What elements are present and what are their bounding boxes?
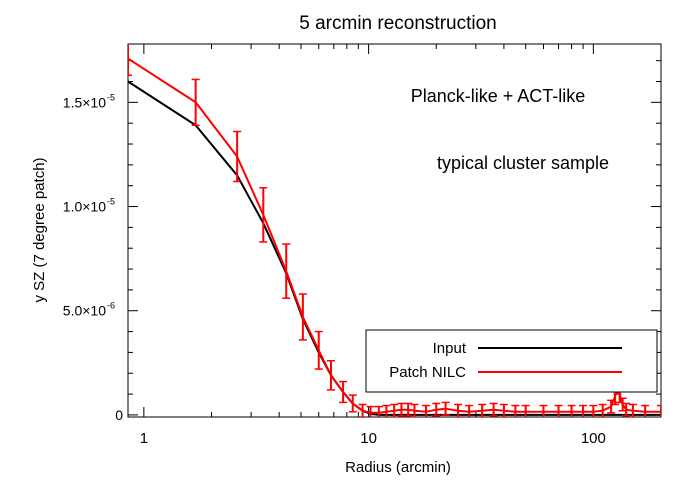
legend-box [365, 329, 658, 393]
y-axis-ticks: 05.0×10 -61.0×10 -51.5×10 -5 [63, 60, 661, 423]
chart-title: 5 arcmin reconstruction [299, 13, 496, 34]
x-tick-label: 100 [581, 430, 606, 447]
y-tick-exponent: -5 [107, 92, 115, 102]
y-axis-label: y SZ (7 degree patch) [31, 157, 48, 302]
legend-label-nilc: Patch NILC [389, 364, 466, 381]
x-tick-label: 1 [140, 430, 148, 447]
legend: Input Patch NILC [365, 329, 658, 393]
series-layer [128, 44, 661, 417]
x-axis-label: Radius (arcmin) [345, 459, 451, 476]
y-tick-label: 0 [115, 407, 123, 423]
y-tick-exponent: -6 [107, 301, 115, 311]
y-tick-label: 1.0×10 [63, 199, 106, 215]
annotation-experiments: Planck-like + ACT-like [411, 86, 586, 106]
legend-label-input: Input [433, 340, 467, 357]
y-tick-label: 1.5×10 [63, 94, 106, 110]
series-clip-group [128, 44, 661, 417]
y-tick-exponent: -5 [107, 197, 115, 207]
y-tick-label: 5.0×10 [63, 303, 106, 319]
annotation-sample: typical cluster sample [437, 153, 609, 173]
x-tick-label: 10 [360, 430, 377, 447]
